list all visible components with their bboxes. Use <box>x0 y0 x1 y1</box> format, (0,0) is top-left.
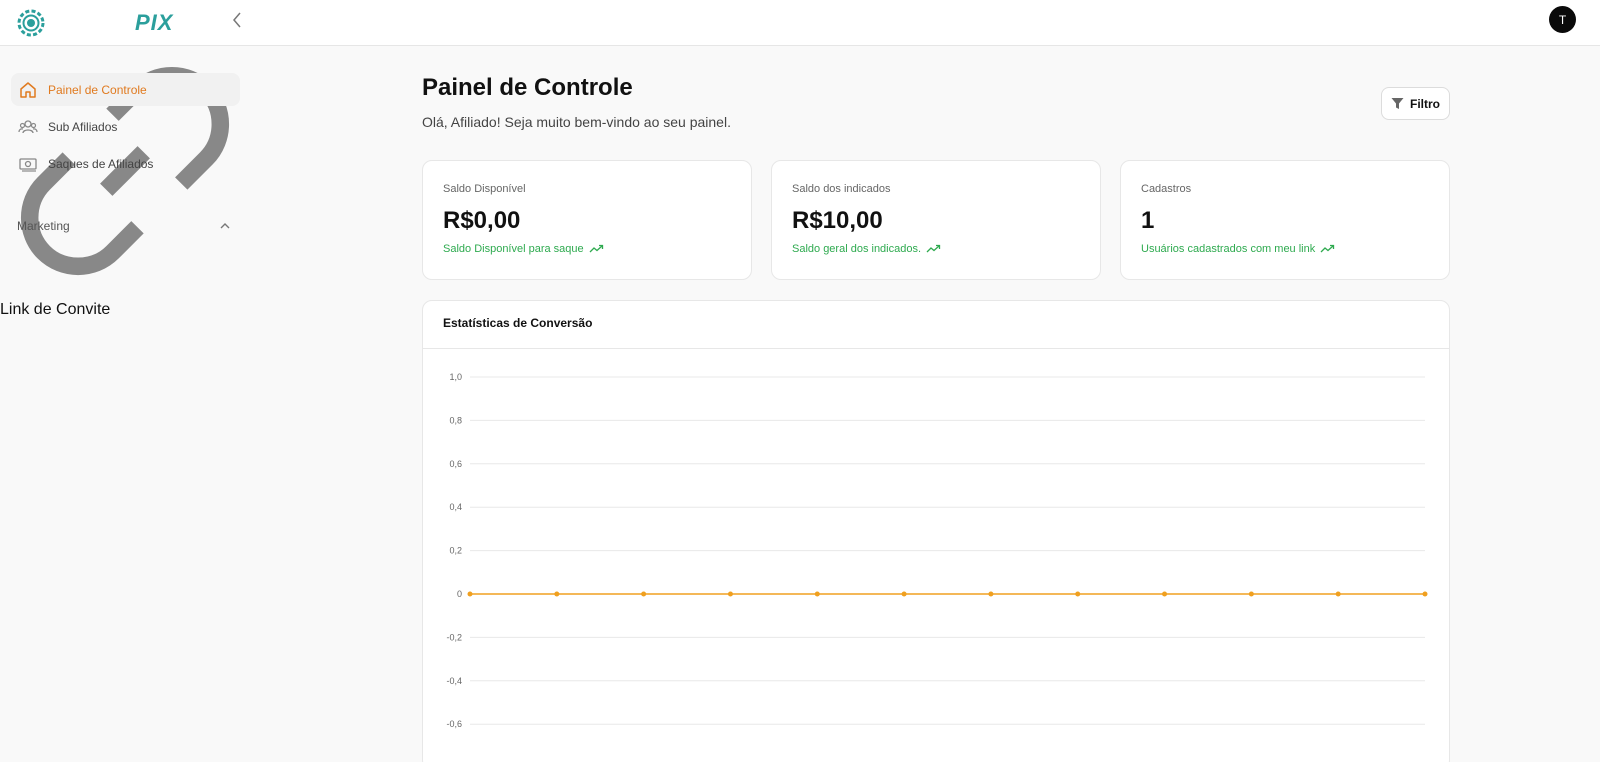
card-value: 1 <box>1141 207 1155 234</box>
y-tick-label: 0,6 <box>449 459 462 469</box>
card-value: R$0,00 <box>443 207 521 234</box>
sidebar-item-label: Link de Convite <box>0 301 111 318</box>
card-value: R$10,00 <box>792 207 883 234</box>
y-tick-label: -0,6 <box>446 719 462 729</box>
y-tick-label: 0,8 <box>449 415 462 425</box>
chart-card: Estatísticas de Conversão 1,0 0,8 0,6 0,4 0,… <box>422 300 1450 762</box>
sidebar-section-marketing[interactable]: Marketing <box>17 214 231 238</box>
y-tick-label: 0 <box>457 589 462 599</box>
data-point[interactable] <box>988 591 994 597</box>
data-point[interactable] <box>1075 591 1081 597</box>
filter-label: Filtro <box>1410 96 1440 111</box>
data-point[interactable] <box>1248 591 1254 597</box>
card-label: Cadastros <box>1141 183 1192 195</box>
sidebar: Painel de Controle Sub Afiliados Saques … <box>0 46 250 762</box>
card-note: Saldo geral dos indicados. <box>792 243 941 255</box>
data-point[interactable] <box>467 591 473 597</box>
card-note: Saldo Disponível para saque <box>443 243 604 255</box>
sidebar-item-label: Sub Afiliados <box>48 119 118 134</box>
logo-icon <box>17 9 45 37</box>
chart-divider <box>423 348 1449 349</box>
data-point[interactable] <box>814 591 820 597</box>
card-saldo-disponivel: Saldo Disponível R$0,00 Saldo Disponível… <box>422 160 752 280</box>
card-cadastros: Cadastros 1 Usuários cadastrados com meu… <box>1120 160 1450 280</box>
data-point[interactable] <box>641 591 647 597</box>
card-note-text: Saldo Disponível para saque <box>443 243 584 255</box>
sidebar-item-saques[interactable]: Saques de Afiliados <box>11 147 240 180</box>
card-note-text: Saldo geral dos indicados. <box>792 243 922 255</box>
sidebar-item-sub-afiliados[interactable]: Sub Afiliados <box>11 110 240 143</box>
card-note-text: Usuários cadastrados com meu link <box>1141 243 1316 255</box>
card-note: Usuários cadastrados com meu link <box>1141 243 1335 255</box>
trending-up-icon <box>1320 244 1335 253</box>
data-point[interactable] <box>554 591 560 597</box>
top-bar: PIX T <box>0 0 1600 46</box>
filter-button[interactable]: Filtro <box>1381 87 1450 120</box>
avatar[interactable]: T <box>1549 6 1576 33</box>
data-point[interactable] <box>727 591 733 597</box>
y-tick-label: -0,2 <box>446 632 462 642</box>
sidebar-item-label: Painel de Controle <box>48 82 147 97</box>
trending-up-icon <box>926 244 941 253</box>
sidebar-item-label: Saques de Afiliados <box>48 156 154 171</box>
chevron-up-icon <box>220 223 230 229</box>
card-label: Saldo Disponível <box>443 183 526 195</box>
conversion-chart: 1,0 0,8 0,6 0,4 0,2 0 -0,2 -0,4 -0,6 <box>446 372 1428 729</box>
y-tick-label: 0,2 <box>449 546 462 556</box>
money-icon <box>19 158 37 172</box>
users-icon <box>18 120 38 134</box>
trending-up-icon <box>589 244 603 253</box>
brand-logo: PIX <box>135 10 174 35</box>
card-label: Saldo dos indicados <box>792 183 891 195</box>
page-title: Painel de Controle <box>422 74 633 101</box>
y-tick-label: -0,4 <box>446 676 462 686</box>
card-saldo-indicados: Saldo dos indicados R$10,00 Saldo geral … <box>771 160 1101 280</box>
page-subtitle: Olá, Afiliado! Seja muito bem-vindo ao s… <box>422 114 731 130</box>
section-label: Marketing <box>17 219 70 233</box>
filter-icon <box>1391 98 1404 109</box>
data-point[interactable] <box>901 591 907 597</box>
chart-title: Estatísticas de Conversão <box>443 316 593 330</box>
home-icon <box>20 82 36 98</box>
y-tick-label: 0,4 <box>449 502 462 512</box>
y-tick-label: 1,0 <box>449 372 462 382</box>
data-point[interactable] <box>1162 591 1168 597</box>
sidebar-item-painel[interactable]: Painel de Controle <box>11 73 240 106</box>
data-point[interactable] <box>1335 591 1341 597</box>
collapse-sidebar-button[interactable] <box>229 10 245 30</box>
data-point[interactable] <box>1422 591 1428 597</box>
